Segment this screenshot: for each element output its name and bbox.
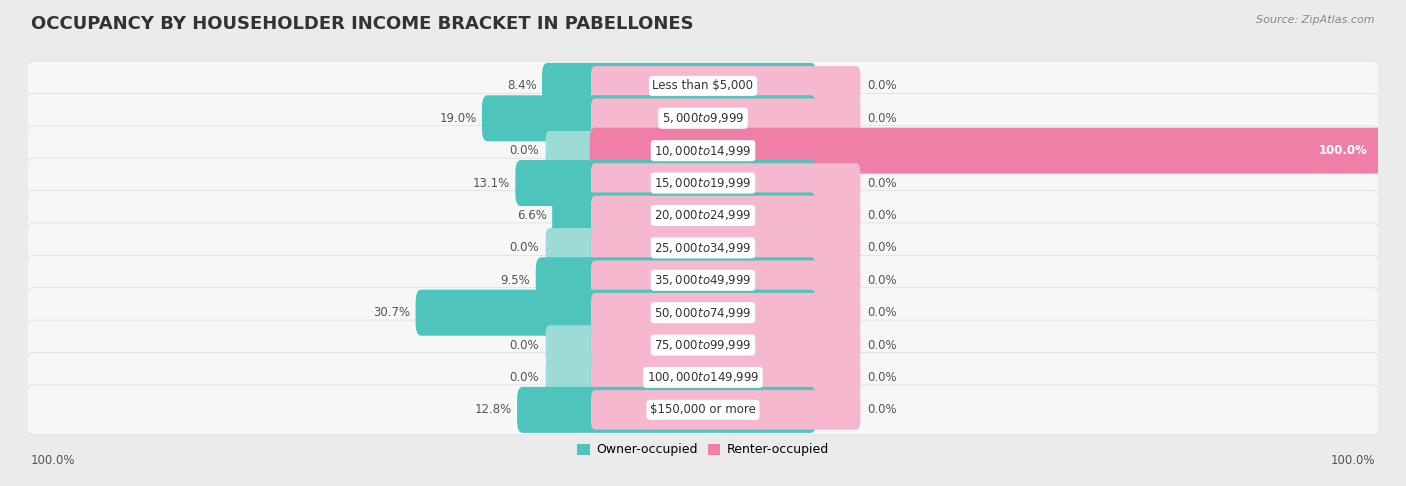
Text: 0.0%: 0.0% [868,306,897,319]
Text: $100,000 to $149,999: $100,000 to $149,999 [647,370,759,384]
Text: 0.0%: 0.0% [509,242,538,254]
Text: 0.0%: 0.0% [868,176,897,190]
FancyBboxPatch shape [27,288,1379,338]
Text: OCCUPANCY BY HOUSEHOLDER INCOME BRACKET IN PABELLONES: OCCUPANCY BY HOUSEHOLDER INCOME BRACKET … [31,15,693,33]
FancyBboxPatch shape [591,260,860,300]
Text: 0.0%: 0.0% [868,274,897,287]
FancyBboxPatch shape [591,196,860,235]
FancyBboxPatch shape [541,63,817,109]
Text: 100.0%: 100.0% [31,453,76,467]
Text: 0.0%: 0.0% [868,339,897,351]
FancyBboxPatch shape [591,163,860,203]
Text: 100.0%: 100.0% [1319,144,1367,157]
FancyBboxPatch shape [591,390,860,430]
Text: Less than $5,000: Less than $5,000 [652,79,754,92]
Text: 0.0%: 0.0% [868,371,897,384]
FancyBboxPatch shape [546,325,815,365]
FancyBboxPatch shape [482,95,817,141]
Text: 19.0%: 19.0% [439,112,477,125]
FancyBboxPatch shape [553,192,817,239]
Text: $150,000 or more: $150,000 or more [650,403,756,417]
Text: 0.0%: 0.0% [868,242,897,254]
Text: 0.0%: 0.0% [868,79,897,92]
FancyBboxPatch shape [546,131,815,171]
Text: 0.0%: 0.0% [509,144,538,157]
FancyBboxPatch shape [591,66,860,105]
Text: $75,000 to $99,999: $75,000 to $99,999 [654,338,752,352]
Text: $25,000 to $34,999: $25,000 to $34,999 [654,241,752,255]
Text: 0.0%: 0.0% [868,209,897,222]
FancyBboxPatch shape [27,255,1379,305]
Text: Source: ZipAtlas.com: Source: ZipAtlas.com [1257,15,1375,25]
Text: 12.8%: 12.8% [474,403,512,417]
Text: 0.0%: 0.0% [509,339,538,351]
FancyBboxPatch shape [27,191,1379,241]
Text: $5,000 to $9,999: $5,000 to $9,999 [662,111,744,125]
FancyBboxPatch shape [591,325,860,365]
Legend: Owner-occupied, Renter-occupied: Owner-occupied, Renter-occupied [572,438,834,462]
Text: $15,000 to $19,999: $15,000 to $19,999 [654,176,752,190]
FancyBboxPatch shape [27,93,1379,143]
FancyBboxPatch shape [591,293,860,332]
Text: 0.0%: 0.0% [868,403,897,417]
FancyBboxPatch shape [536,257,817,303]
FancyBboxPatch shape [517,387,817,433]
FancyBboxPatch shape [27,223,1379,273]
Text: 13.1%: 13.1% [472,176,510,190]
FancyBboxPatch shape [589,128,1384,174]
Text: $35,000 to $49,999: $35,000 to $49,999 [654,273,752,287]
FancyBboxPatch shape [546,358,815,397]
Text: $10,000 to $14,999: $10,000 to $14,999 [654,144,752,157]
Text: $20,000 to $24,999: $20,000 to $24,999 [654,208,752,223]
FancyBboxPatch shape [591,99,860,138]
Text: 6.6%: 6.6% [517,209,547,222]
Text: 8.4%: 8.4% [506,79,537,92]
FancyBboxPatch shape [27,352,1379,402]
FancyBboxPatch shape [27,126,1379,175]
Text: 30.7%: 30.7% [373,306,411,319]
FancyBboxPatch shape [591,358,860,397]
FancyBboxPatch shape [27,320,1379,370]
Text: $50,000 to $74,999: $50,000 to $74,999 [654,306,752,320]
Text: 9.5%: 9.5% [501,274,530,287]
FancyBboxPatch shape [27,61,1379,111]
FancyBboxPatch shape [27,385,1379,435]
FancyBboxPatch shape [546,228,815,268]
FancyBboxPatch shape [27,158,1379,208]
Text: 100.0%: 100.0% [1330,453,1375,467]
FancyBboxPatch shape [591,228,860,268]
Text: 0.0%: 0.0% [509,371,538,384]
Text: 0.0%: 0.0% [868,112,897,125]
FancyBboxPatch shape [516,160,817,206]
FancyBboxPatch shape [416,290,817,336]
